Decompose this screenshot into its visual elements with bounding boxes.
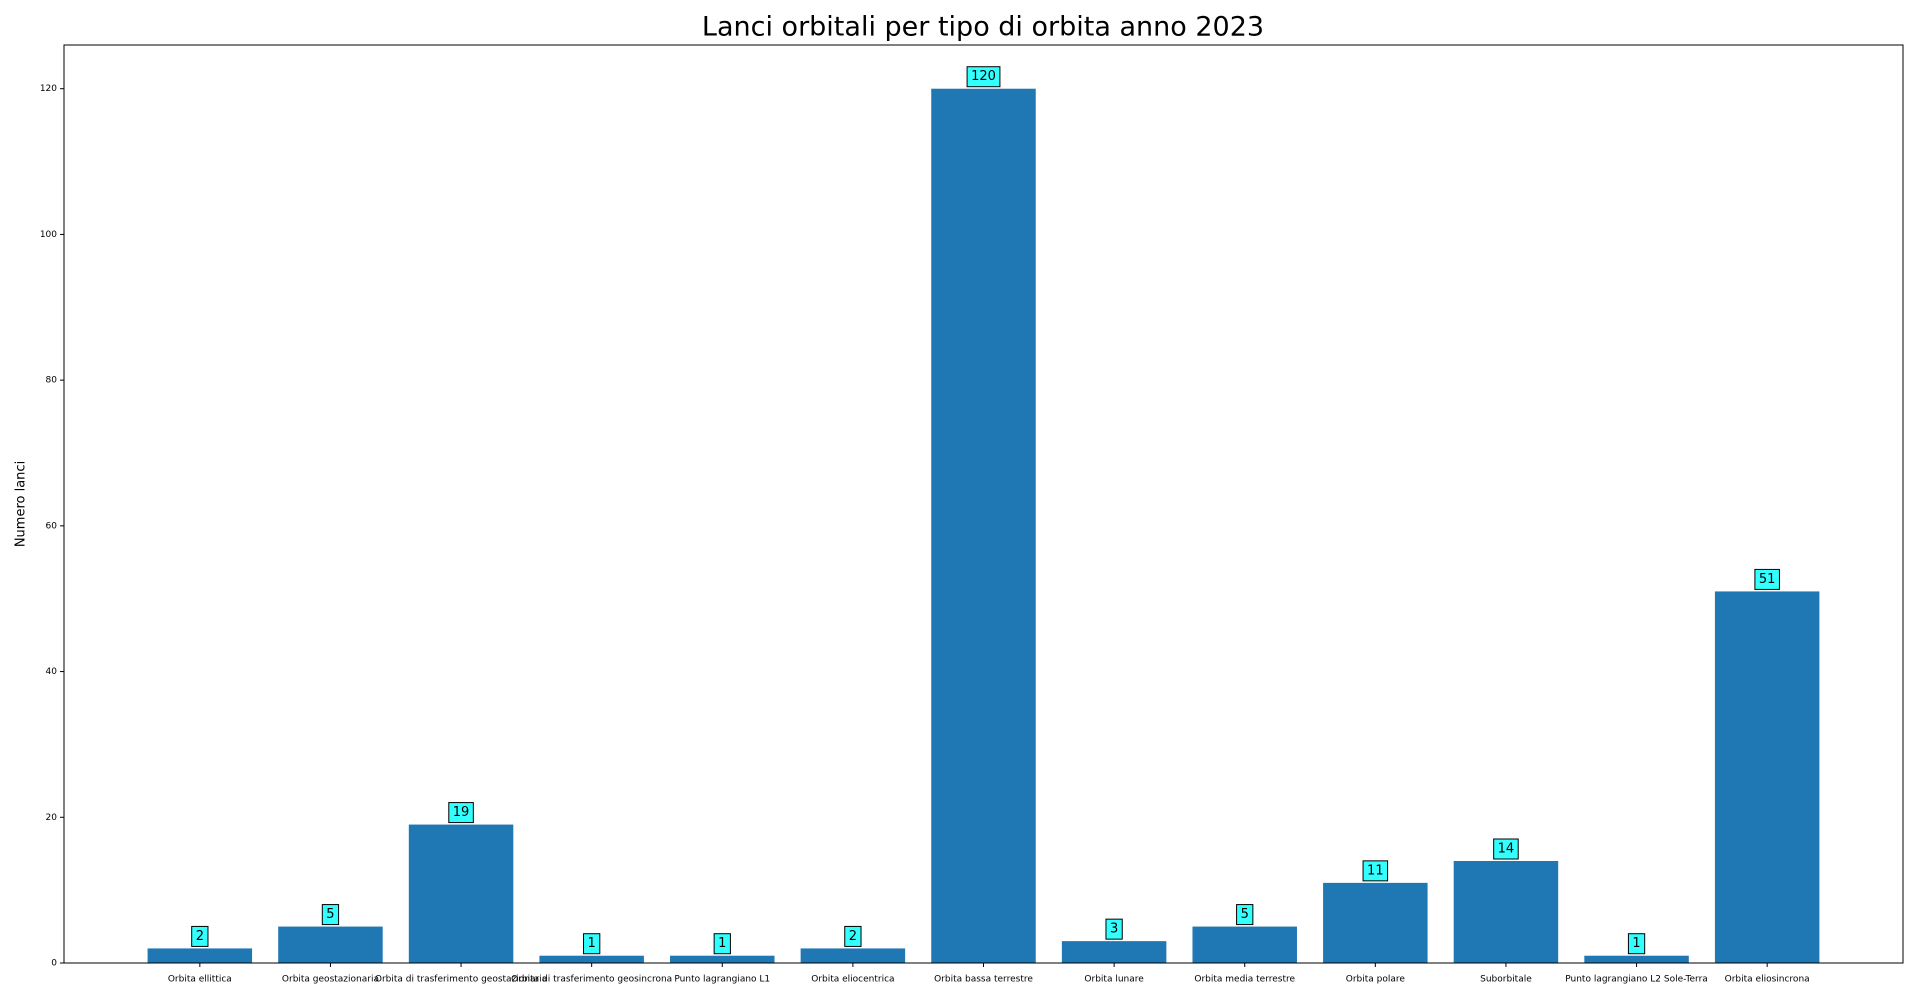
bar: [670, 955, 775, 963]
value-label-box: [844, 925, 862, 947]
value-label: 5: [1241, 907, 1249, 922]
y-tick-label: 40: [46, 667, 58, 677]
bar: [408, 824, 514, 963]
y-tick-label: 120: [40, 84, 57, 94]
x-tick-label: Orbita di trasferimento geosincrona: [511, 975, 672, 985]
value-label: 11: [1367, 863, 1384, 878]
value-label: 120: [971, 69, 996, 84]
x-tick-label: Punto lagrangiano L1: [674, 975, 770, 985]
y-tick-label: 100: [40, 230, 57, 240]
value-label-box: [966, 66, 1001, 88]
value-label: 14: [1498, 842, 1515, 857]
bar: [1192, 926, 1297, 963]
x-tick-label: Orbita di trasferimento geostazionaria: [375, 975, 547, 985]
value-label: 51: [1759, 572, 1776, 587]
value-label-box: [1627, 933, 1646, 955]
y-tick-label: 60: [46, 521, 58, 531]
bar: [1061, 941, 1167, 963]
x-tick-label: Punto lagrangiano L2 Sole-Terra: [1565, 975, 1708, 985]
value-label: 2: [849, 929, 857, 944]
value-label-box: [1754, 568, 1780, 590]
value-label: 1: [588, 936, 596, 951]
y-tick-label: 80: [46, 376, 58, 386]
x-tick-label: Orbita lunare: [1084, 975, 1144, 985]
value-label-box: [191, 925, 209, 947]
value-label-box: [713, 933, 731, 955]
bar: [1323, 882, 1428, 963]
x-tick-label: Suborbitale: [1480, 975, 1532, 985]
value-label: 3: [1110, 922, 1118, 937]
bar: [539, 955, 644, 963]
bar: [1453, 861, 1559, 963]
value-label-box: [1236, 904, 1254, 926]
value-label: 5: [326, 907, 334, 922]
value-label: 2: [196, 929, 204, 944]
y-axis-label: Numero lanci: [14, 461, 29, 547]
x-tick-label: Orbita eliocentrica: [811, 975, 894, 985]
bar: [147, 948, 253, 963]
x-tick-label: Orbita media terrestre: [1194, 975, 1295, 985]
value-label-box: [321, 904, 340, 926]
value-label: 1: [1632, 936, 1640, 951]
bar: [800, 948, 906, 963]
y-tick-label: 0: [51, 959, 57, 969]
y-tick-label: 20: [46, 813, 58, 823]
value-label-box: [1493, 838, 1519, 860]
x-tick-label: Orbita ellittica: [168, 975, 232, 985]
x-tick-label: Orbita bassa terrestre: [934, 975, 1033, 985]
value-label-box: [583, 933, 601, 955]
bar: [931, 88, 1036, 963]
value-label: 19: [453, 805, 470, 820]
plot-frame: [63, 44, 1904, 964]
x-tick-label: Orbita polare: [1346, 975, 1406, 985]
value-label-box: [1362, 860, 1389, 882]
bar: [278, 926, 383, 963]
x-tick-label: Orbita geostazionaria: [282, 975, 379, 985]
value-label-box: [1105, 918, 1123, 940]
bar: [1584, 955, 1689, 963]
chart-title: Lanci orbitali per tipo di orbita anno 2…: [702, 12, 1264, 43]
x-tick-label: Orbita eliosincrona: [1725, 975, 1810, 985]
value-label-box: [448, 802, 474, 824]
value-label: 1: [718, 936, 726, 951]
bar: [1714, 591, 1820, 963]
